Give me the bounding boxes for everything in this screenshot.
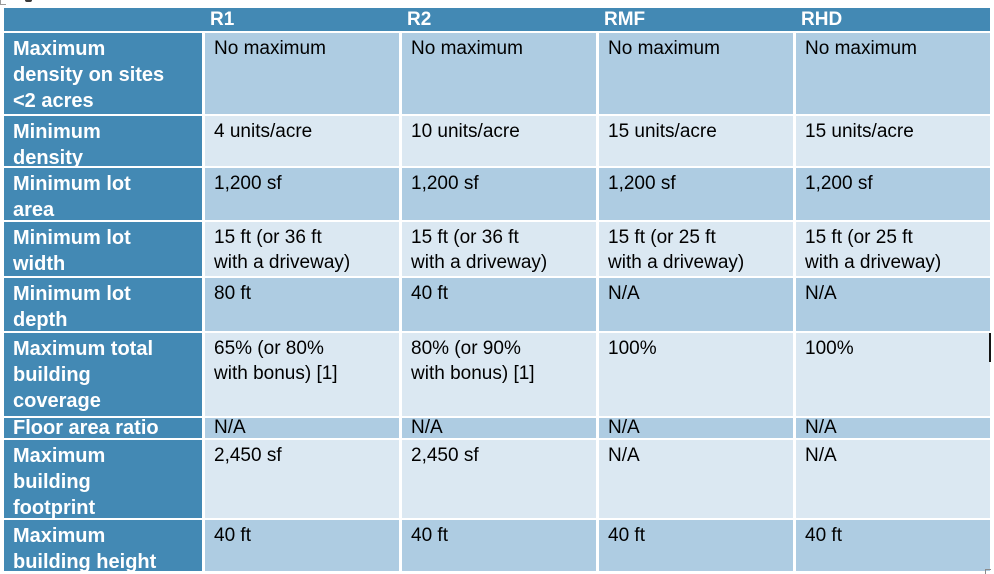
table-cell: No maximum	[596, 33, 793, 114]
row-label: Minimum lot area	[4, 168, 202, 220]
cropped-text-artifact	[25, 0, 32, 2]
table-cell: 10 units/acre	[399, 116, 596, 166]
row-label: Floor area ratio	[4, 418, 202, 438]
row-label: Maximum building height	[4, 520, 202, 571]
table-row: Maximum building footprint 2,450 sf 2,45…	[4, 440, 990, 518]
table-cell: N/A	[596, 278, 793, 331]
table-cell: 100%	[793, 333, 990, 416]
table-cell: N/A	[596, 440, 793, 518]
table-row: Floor area ratio N/A N/A N/A N/A	[4, 418, 990, 438]
row-label: Maximum density on sites <2 acres	[4, 33, 202, 114]
table-cell: 40 ft	[793, 520, 990, 571]
table-cell: 15 ft (or 25 ft with a driveway)	[793, 222, 990, 276]
table-cell: No maximum	[399, 33, 596, 114]
table-cell: N/A	[399, 418, 596, 438]
table-cell: No maximum	[793, 33, 990, 114]
text-cursor	[989, 333, 991, 362]
row-label: Minimum lot depth	[4, 278, 202, 331]
table-handle-artifact	[0, 0, 6, 5]
table-cell: 65% (or 80% with bonus) [1]	[202, 333, 399, 416]
zoning-standards-table: R1 R2 RMF RHD Maximum density on sites <…	[4, 8, 990, 571]
table-cell: 15 ft (or 25 ft with a driveway)	[596, 222, 793, 276]
table-cell: N/A	[202, 418, 399, 438]
table-cell: 15 units/acre	[596, 116, 793, 166]
column-header-r2: R2	[407, 9, 432, 30]
table-corner-artifact	[985, 569, 991, 574]
row-label: Minimum lot width	[4, 222, 202, 276]
column-header-blank	[4, 8, 202, 31]
table-cell: 80 ft	[202, 278, 399, 331]
table-row: Maximum total building coverage 65% (or …	[4, 333, 990, 416]
table-cell: 1,200 sf	[596, 168, 793, 220]
table-header-row: R1 R2 RMF RHD	[4, 8, 990, 31]
row-label: Maximum total building coverage	[4, 333, 202, 416]
table-row: Minimum lot depth 80 ft 40 ft N/A N/A	[4, 278, 990, 331]
table-cell: 40 ft	[399, 520, 596, 571]
table-cell: 4 units/acre	[202, 116, 399, 166]
table-cell: N/A	[793, 418, 990, 438]
table-cell: N/A	[793, 278, 990, 331]
table-cell: No maximum	[202, 33, 399, 114]
table-row: Minimum density 4 units/acre 10 units/ac…	[4, 116, 990, 166]
row-label: Minimum density	[4, 116, 202, 166]
table-cell: N/A	[596, 418, 793, 438]
table-cell: 40 ft	[399, 278, 596, 331]
table-cell: 15 ft (or 36 ft with a driveway)	[202, 222, 399, 276]
column-header-rmf: RMF	[604, 9, 646, 30]
table-cell: 1,200 sf	[202, 168, 399, 220]
table-cell: 15 units/acre	[793, 116, 990, 166]
table-cell: 1,200 sf	[793, 168, 990, 220]
table-cell: N/A	[793, 440, 990, 518]
table-cell: 100%	[596, 333, 793, 416]
table-cell: 40 ft	[202, 520, 399, 571]
table-cell: 15 ft (or 36 ft with a driveway)	[399, 222, 596, 276]
table-cell: 80% (or 90% with bonus) [1]	[399, 333, 596, 416]
column-header-rhd: RHD	[801, 9, 843, 30]
table-row: Maximum density on sites <2 acres No max…	[4, 33, 990, 114]
table-cell: 1,200 sf	[399, 168, 596, 220]
column-header-r1: R1	[210, 9, 235, 30]
table-cell: 2,450 sf	[399, 440, 596, 518]
table-cell: 40 ft	[596, 520, 793, 571]
table-row: Minimum lot width 15 ft (or 36 ft with a…	[4, 222, 990, 276]
table-row: Minimum lot area 1,200 sf 1,200 sf 1,200…	[4, 168, 990, 220]
table-row: Maximum building height 40 ft 40 ft 40 f…	[4, 520, 990, 571]
table-cell: 2,450 sf	[202, 440, 399, 518]
row-label: Maximum building footprint	[4, 440, 202, 518]
